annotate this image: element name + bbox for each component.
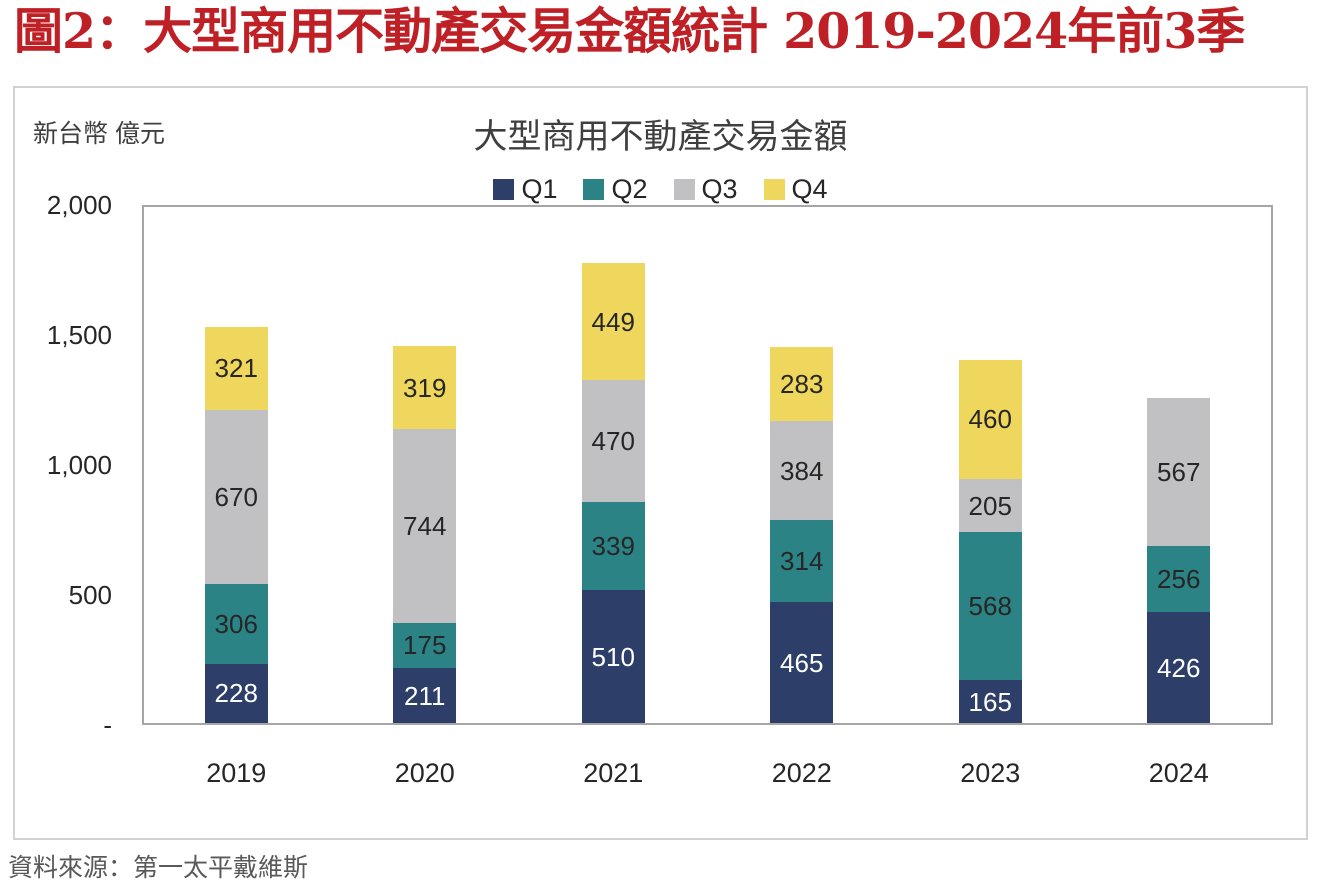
data-label: 306 [214,608,258,639]
legend-label: Q1 [521,174,558,204]
bar-segment-2021-q4: 449 [581,263,645,381]
bar-segment-2023-q4: 460 [958,359,1022,480]
bar-segment-2023-q2: 568 [958,532,1022,681]
bar-segment-2020-q3: 744 [393,429,457,623]
data-label: 165 [968,686,1012,717]
data-label: 568 [968,591,1012,622]
x-axis-label-2024: 2024 [1148,758,1209,788]
data-label: 670 [214,482,258,513]
x-axis-label-2022: 2022 [771,758,832,788]
data-label: 339 [591,531,635,562]
bar-2022: 465 314 384 283 [770,347,834,723]
bar-segment-2023-q3: 205 [958,479,1022,533]
data-label: 465 [780,647,824,678]
bar-segment-2019-q2: 306 [204,584,268,664]
data-label: 211 [404,680,446,711]
bar-segment-2019-q1: 228 [204,663,268,723]
bar-segment-2024-q2: 256 [1147,545,1211,613]
bar-segment-2019-q4: 321 [204,326,268,410]
data-label: 205 [968,490,1012,521]
legend-swatch-q1-icon [493,179,515,200]
bar-segment-2024-q1: 426 [1147,612,1211,723]
bar-2021: 510 339 470 449 [581,263,645,723]
data-label: 426 [1157,652,1201,683]
data-label: 314 [780,546,824,577]
bar-segment-2020-q1: 211 [393,668,457,723]
chart-title: 大型商用不動產交易金額 [473,118,848,156]
data-label: 470 [591,426,635,457]
data-label: 449 [591,306,635,337]
legend: Q1 Q2 Q3 Q4 [15,174,1306,205]
bar-segment-2020-q2: 175 [393,622,457,669]
bar-2020: 211 175 744 319 [393,346,457,723]
bar-segment-2022-q4: 283 [770,347,834,421]
y-axis-units-label: 新台幣 億元 [33,120,165,148]
source-note: 資料來源：第一太平戴維斯 [8,854,309,882]
legend-swatch-q4-icon [763,179,785,200]
legend-swatch-q2-icon [583,179,605,200]
legend-item-q3: Q3 [673,174,738,205]
data-label: 319 [403,372,447,403]
bar-segment-2022-q2: 314 [770,520,834,603]
bar-segment-2021-q3: 470 [581,380,645,503]
data-label: 510 [591,641,635,672]
legend-label: Q4 [791,174,828,204]
data-label: 228 [214,678,258,709]
bar-2024: 426 256 567 [1147,398,1211,723]
bar-2023: 165 568 205 460 [958,359,1022,723]
bar-segment-2024-q3: 567 [1147,398,1211,546]
y-tick-label: 1,000 [46,450,112,480]
x-axis-label-2023: 2023 [960,758,1021,788]
bar-2019: 228 306 670 321 [204,326,268,723]
y-tick-label: 2,000 [46,190,112,220]
y-tick-label: 500 [68,580,112,610]
data-label: 283 [780,368,824,399]
legend-item-q1: Q1 [493,174,557,205]
legend-label: Q3 [701,174,738,204]
data-label: 744 [403,510,447,541]
data-label: 567 [1157,456,1201,487]
x-axis-label-2019: 2019 [206,758,267,788]
bar-segment-2020-q4: 319 [393,346,457,430]
data-label: 384 [780,455,824,486]
x-axis-label-2020: 2020 [394,758,455,788]
plot-area: 228 306 670 321 211 175 744 319 510 339 470 449 465 3… [142,205,1273,725]
bar-segment-2021-q2: 339 [581,502,645,591]
legend-item-q2: Q2 [583,174,648,205]
bar-segment-2021-q1: 510 [581,590,645,723]
bar-segment-2022-q1: 465 [770,602,834,723]
data-label: 321 [214,353,258,384]
y-tick-label: - [103,710,112,740]
bar-segment-2019-q3: 670 [204,409,268,585]
data-label: 460 [968,404,1012,435]
legend-item-q4: Q4 [763,174,828,205]
x-axis-label-2021: 2021 [583,758,644,788]
y-tick-label: 1,500 [46,320,112,350]
figure-title: 圖2：大型商用不動產交易金額統計 2019-2024年前3季 [14,2,1245,60]
bar-segment-2022-q3: 384 [770,420,834,521]
data-label: 175 [403,630,447,661]
legend-label: Q2 [611,174,648,204]
data-label: 256 [1157,563,1201,594]
bar-segment-2023-q1: 165 [958,680,1022,723]
chart-panel: 新台幣 億元 大型商用不動產交易金額 Q1 Q2 Q3 Q4 2,000 1,500 1,… [13,86,1308,840]
legend-swatch-q3-icon [673,179,695,200]
